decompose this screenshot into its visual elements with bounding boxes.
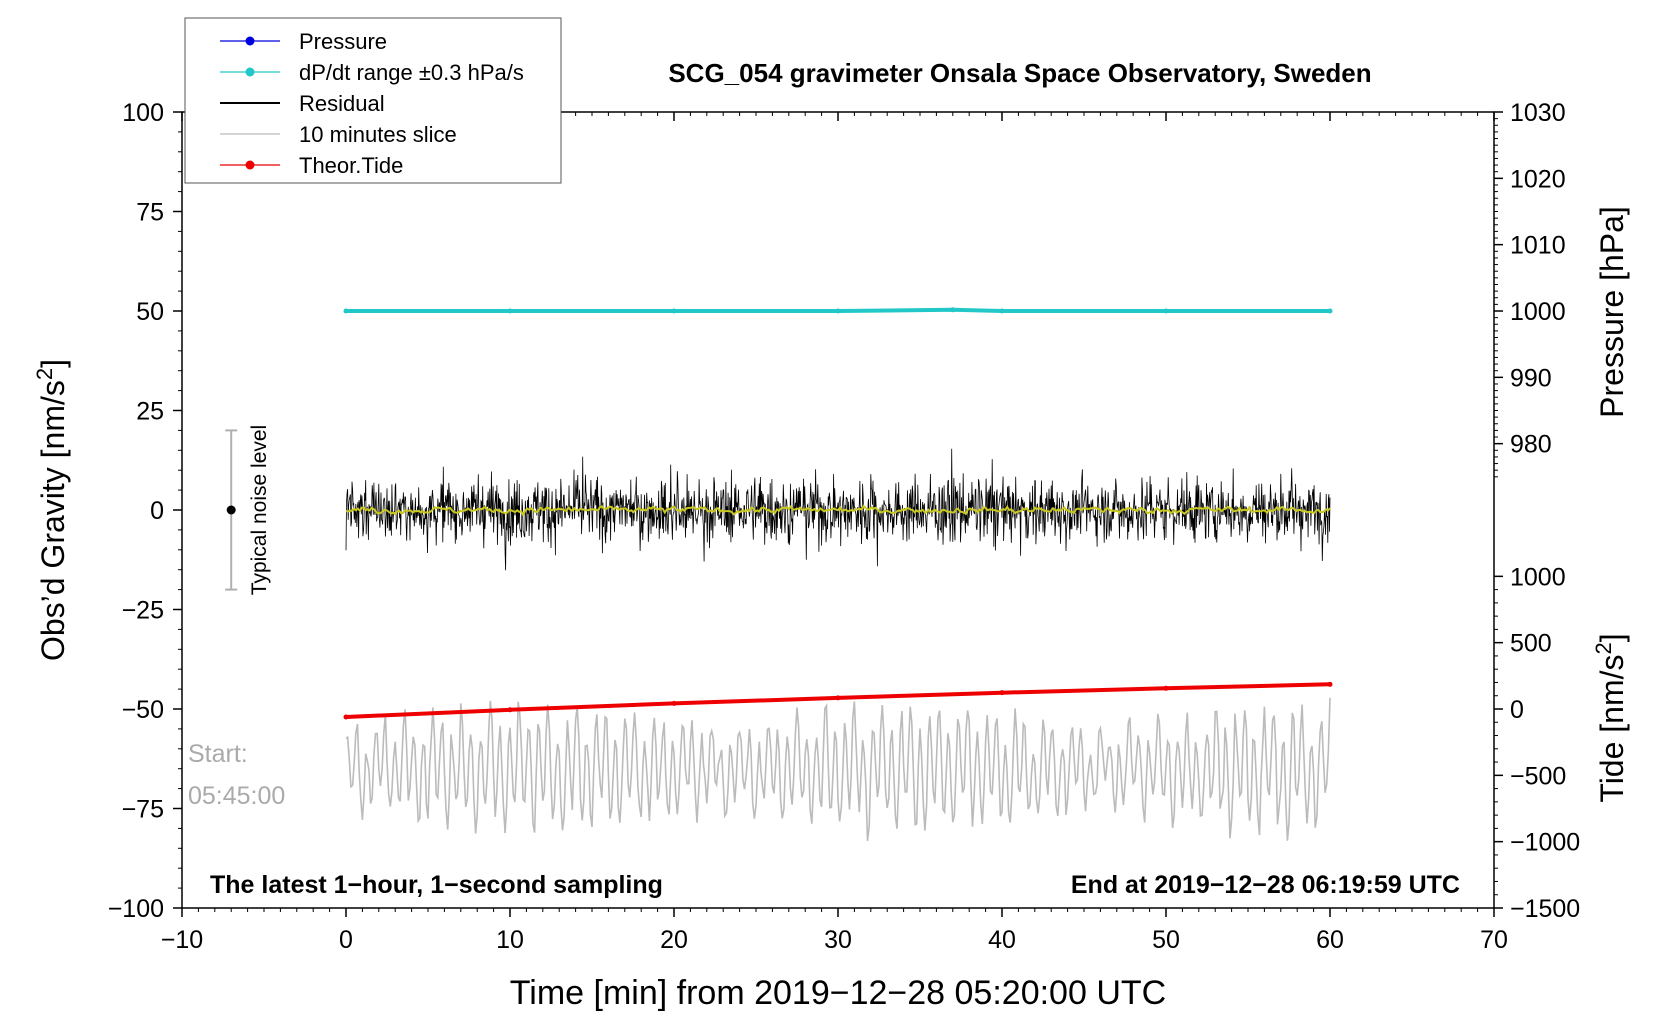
x-tick-label: 20	[660, 926, 688, 954]
smoothed-residual-line	[345, 504, 1331, 517]
noise-level-indicator: Typical noise level	[225, 425, 271, 595]
tide-point	[1327, 681, 1333, 687]
dpdt-point	[1163, 308, 1169, 314]
dpdt-point	[950, 307, 956, 313]
dpdt-point	[343, 308, 349, 314]
y-axis-left-label-main: Obs’d Gravity [nm/s	[35, 380, 71, 661]
tide-series-line	[345, 682, 1331, 719]
y-axis-left-label: Obs’d Gravity [nm/s2]	[32, 359, 71, 661]
legend-marker	[245, 36, 255, 46]
noise-center-dot	[226, 505, 236, 515]
plot-area	[343, 307, 1333, 841]
x-tick-label: 70	[1480, 926, 1508, 954]
y-tick-label: 100	[122, 99, 164, 127]
legend-marker	[245, 160, 255, 170]
x-tick-label: 0	[339, 926, 353, 954]
y-tick-label: 75	[136, 199, 164, 227]
tide-tick-label: 500	[1510, 630, 1552, 658]
start-label: Start:	[188, 740, 248, 768]
legend-label: dP/dt range ±0.3 hPa/s	[299, 60, 524, 85]
tide-tick-label: −1500	[1510, 895, 1580, 923]
residual-series-line	[345, 448, 1331, 571]
bottom-right-note: End at 2019−12−28 06:19:59 UTC	[1071, 871, 1460, 899]
x-axis-label: Time [min] from 2019−12−28 05:20:00 UTC	[510, 974, 1166, 1012]
legend-label: Pressure	[299, 29, 387, 54]
y-tick-label: −100	[108, 895, 164, 923]
legend-label: Residual	[299, 91, 385, 116]
tide-axis-label-close: ]	[1594, 633, 1630, 642]
pressure-tick-label: 1010	[1510, 232, 1566, 260]
legend-label: Theor.Tide	[299, 153, 403, 178]
pressure-tick-label: 990	[1510, 364, 1552, 392]
y-axis-right: 1030 1020 1010 1000 990 980 1000 500 0 −500 −1000 −…	[1494, 99, 1580, 923]
noise-level-label: Typical noise level	[248, 425, 271, 595]
tide-axis-label-sup: 2	[1591, 642, 1616, 654]
tide-axis-label-main: Tide [nm/s	[1594, 654, 1630, 802]
x-tick-label: 60	[1316, 926, 1344, 954]
dpdt-point	[1327, 308, 1333, 314]
y-axis-left: 100 75 50 25 0 −25 −50 −75 −100	[108, 99, 182, 923]
y-axis-left-label-close: ]	[35, 359, 71, 368]
tide-tick-label: 0	[1510, 696, 1524, 724]
x-tick-label: −10	[161, 926, 203, 954]
tide-tick-label: −500	[1510, 762, 1566, 790]
x-tick-label: 40	[988, 926, 1016, 954]
chart-title: SCG_054 gravimeter Onsala Space Observat…	[668, 58, 1371, 88]
start-time: 05:45:00	[188, 782, 285, 810]
dpdt-point	[507, 308, 513, 314]
legend-marker	[245, 67, 255, 77]
x-tick-label: 10	[496, 926, 524, 954]
pressure-tick-label: 1030	[1510, 99, 1566, 127]
tide-point	[507, 707, 513, 713]
x-axis: −10 0 10 20 30 40 50 60 70	[161, 112, 1508, 954]
pressure-tick-label: 980	[1510, 431, 1552, 459]
y-tick-label: 50	[136, 298, 164, 326]
tide-point	[671, 700, 677, 706]
tide-point	[343, 714, 349, 720]
x-tick-label: 30	[824, 926, 852, 954]
y-tick-label: −50	[122, 696, 164, 724]
pressure-tick-label: 1020	[1510, 165, 1566, 193]
legend-box	[184, 17, 562, 184]
dpdt-series-line	[346, 307, 1330, 313]
dpdt-point	[671, 308, 677, 314]
tide-tick-label: 1000	[1510, 563, 1566, 591]
slice-series-line	[345, 697, 1331, 841]
y-tick-label: 25	[136, 398, 164, 426]
y-tick-label: −25	[122, 597, 164, 625]
dpdt-point	[835, 308, 841, 314]
pressure-tick-label: 1000	[1510, 298, 1566, 326]
x-tick-label: 50	[1152, 926, 1180, 954]
tide-tick-label: −1000	[1510, 829, 1580, 857]
pressure-axis-label: Pressure [hPa]	[1594, 206, 1630, 418]
tide-axis-label: Tide [nm/s2]	[1591, 633, 1630, 802]
tide-point	[835, 695, 841, 701]
dpdt-point	[999, 308, 1005, 314]
bottom-left-note: The latest 1−hour, 1−second sampling	[210, 871, 663, 899]
y-axis-left-label-sup: 2	[32, 368, 57, 380]
y-tick-label: 0	[150, 497, 164, 525]
y-tick-label: −75	[122, 796, 164, 824]
legend-label: 10 minutes slice	[299, 122, 457, 147]
legend: Pressure dP/dt range ±0.3 hPa/s Residual 10…	[184, 17, 562, 184]
tide-point	[999, 690, 1005, 696]
tide-point	[1163, 685, 1169, 691]
